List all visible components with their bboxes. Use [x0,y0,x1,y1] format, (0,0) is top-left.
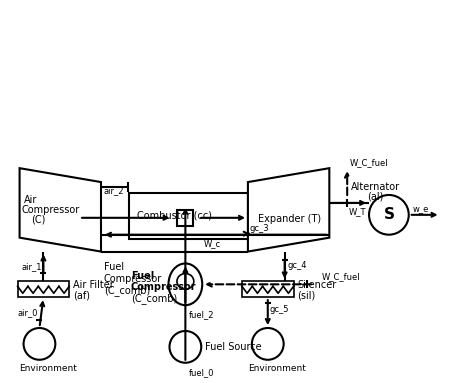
Text: (C_comb): (C_comb) [131,293,177,304]
Circle shape [369,195,409,235]
Text: S: S [383,207,394,222]
Circle shape [170,331,201,363]
Text: Air: Air [24,195,37,205]
Text: Expander (T): Expander (T) [258,214,321,224]
Text: w_e: w_e [413,205,429,213]
Text: air_2: air_2 [104,187,125,195]
Bar [18,282,69,297]
Polygon shape [248,168,329,252]
Text: Fuel: Fuel [131,272,154,282]
Text: W_T: W_T [349,207,367,216]
Text: W_C_fuel: W_C_fuel [321,272,360,281]
Bar [129,193,248,239]
Text: gc_3: gc_3 [250,224,270,233]
Text: (sil): (sil) [298,290,316,300]
Text: Combustor (cc): Combustor (cc) [137,211,212,221]
Text: Environment: Environment [248,364,306,373]
Text: (af): (af) [73,290,90,300]
Circle shape [24,328,55,360]
Text: Silencer: Silencer [298,280,337,290]
Text: Alternator: Alternator [350,182,400,192]
Bar [177,210,193,226]
Text: gc_5: gc_5 [270,304,289,314]
Text: fuel_0: fuel_0 [188,368,214,377]
Text: Air Filter: Air Filter [73,280,114,290]
Text: air_1: air_1 [22,262,42,271]
Text: Fuel
Compressor
(C_comb): Fuel Compressor (C_comb) [104,262,162,296]
Polygon shape [19,168,101,252]
Ellipse shape [177,273,194,289]
Text: W_C_fuel: W_C_fuel [350,158,389,167]
Circle shape [173,205,198,231]
Text: Compressor: Compressor [22,205,80,215]
Circle shape [252,328,283,360]
Text: (C): (C) [31,215,46,225]
Text: fuel_2: fuel_2 [188,311,214,319]
Text: gc_4: gc_4 [288,261,307,270]
Text: Fuel Source: Fuel Source [205,342,262,352]
Ellipse shape [168,264,202,305]
Text: Compressor: Compressor [131,282,196,292]
Text: air_0: air_0 [18,309,38,318]
Text: W_c: W_c [203,239,220,248]
Bar [242,282,293,297]
Text: Environment: Environment [19,364,77,373]
Text: (al): (al) [367,192,383,202]
